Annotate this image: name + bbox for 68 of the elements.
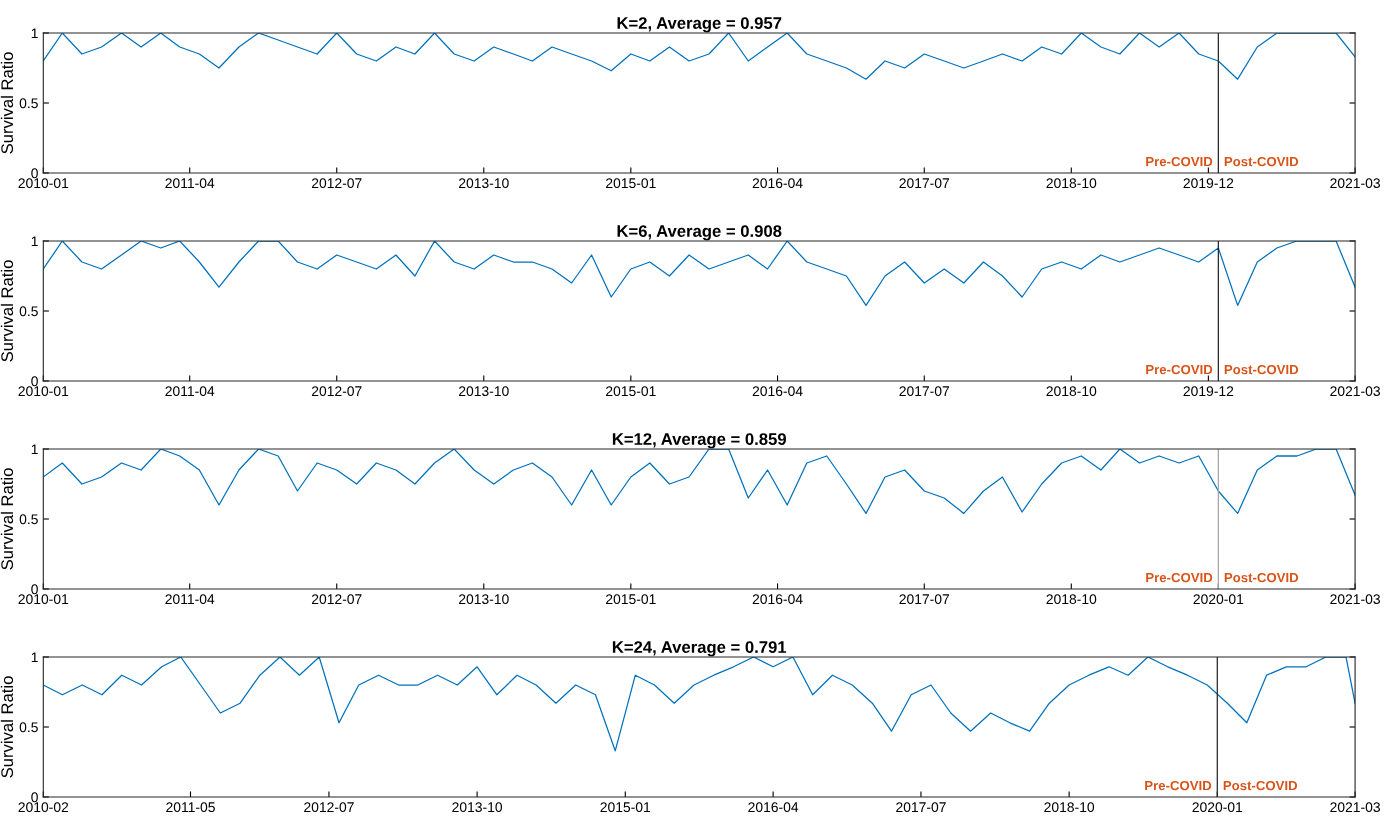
x-tick-label: 2012-07 bbox=[311, 594, 362, 605]
annotation: Pre-COVID bbox=[1146, 156, 1213, 167]
x-tick-label: 2018-10 bbox=[1046, 178, 1097, 189]
y-axis-title: Survival Ratio bbox=[0, 676, 14, 778]
x-tick-label: 2011-04 bbox=[165, 386, 215, 397]
x-tick-label: 2010-02 bbox=[18, 802, 69, 813]
x-tick-label: 2011-05 bbox=[166, 802, 215, 813]
y-tick-label: 0 bbox=[31, 584, 38, 595]
x-tick-label: 2015-01 bbox=[606, 178, 656, 189]
x-tick-label: 2017-07 bbox=[899, 386, 950, 397]
x-tick-label: 2018-10 bbox=[1044, 802, 1095, 813]
annotation: Post-COVID bbox=[1224, 156, 1299, 167]
annotation: Post-COVID bbox=[1223, 780, 1298, 791]
y-tick-label: 0 bbox=[31, 168, 38, 179]
y-tick-label: 1 bbox=[31, 444, 38, 455]
y-axis-title: Survival Ratio bbox=[0, 468, 14, 570]
x-tick-label: 2021-03 bbox=[1330, 386, 1380, 397]
x-tick-label: 2011-04 bbox=[165, 178, 215, 189]
y-tick-label: 0.5 bbox=[19, 98, 38, 109]
chart-title: K=6, Average = 0.908 bbox=[617, 225, 782, 241]
x-tick-label: 2010-01 bbox=[18, 178, 69, 189]
x-tick-label: 2016-04 bbox=[748, 802, 799, 813]
x-tick-label: 2013-10 bbox=[459, 594, 509, 605]
y-tick-label: 1 bbox=[31, 652, 38, 663]
x-tick-label: 2018-10 bbox=[1046, 386, 1097, 397]
x-tick-label: 2017-07 bbox=[899, 594, 950, 605]
x-tick-label: 2021-03 bbox=[1330, 594, 1380, 605]
x-tick-label: 2016-04 bbox=[752, 594, 803, 605]
x-tick-label: 2015-01 bbox=[606, 386, 656, 397]
x-tick-label: 2012-07 bbox=[311, 178, 362, 189]
x-tick-label: 2021-03 bbox=[1330, 802, 1380, 813]
x-tick-label: 2017-07 bbox=[896, 802, 946, 813]
y-tick-label: 0 bbox=[31, 792, 38, 803]
x-tick-label: 2013-10 bbox=[452, 802, 503, 813]
x-tick-label: 2013-10 bbox=[459, 178, 509, 189]
y-axis-title: Survival Ratio bbox=[0, 52, 14, 154]
x-tick-label: 2010-01 bbox=[18, 594, 69, 605]
x-tick-label: 2020-01 bbox=[1193, 594, 1244, 605]
x-tick-label: 2013-10 bbox=[459, 386, 509, 397]
y-tick-label: 0.5 bbox=[19, 514, 38, 525]
y-tick-label: 1 bbox=[31, 28, 38, 39]
x-tick-label: 2019-12 bbox=[1183, 178, 1234, 189]
x-tick-label: 2019-12 bbox=[1183, 386, 1234, 397]
annotation: Pre-COVID bbox=[1146, 364, 1213, 375]
x-tick-label: 2010-01 bbox=[18, 386, 69, 397]
annotation: Post-COVID bbox=[1224, 572, 1299, 583]
y-axis-title: Survival Ratio bbox=[0, 260, 14, 362]
x-tick-label: 2015-01 bbox=[606, 594, 656, 605]
x-tick-label: 2016-04 bbox=[752, 178, 803, 189]
y-tick-label: 0.5 bbox=[19, 722, 38, 733]
x-tick-label: 2011-04 bbox=[165, 594, 215, 605]
annotation: Post-COVID bbox=[1224, 364, 1299, 375]
chart-title: K=24, Average = 0.791 bbox=[612, 641, 787, 657]
x-tick-label: 2016-04 bbox=[752, 386, 803, 397]
annotation: Pre-COVID bbox=[1145, 780, 1212, 791]
chart-title: K=12, Average = 0.859 bbox=[612, 433, 786, 449]
x-tick-label: 2021-03 bbox=[1330, 178, 1380, 189]
x-tick-label: 2012-07 bbox=[304, 802, 354, 813]
x-tick-label: 2017-07 bbox=[899, 178, 950, 189]
x-tick-label: 2018-10 bbox=[1046, 594, 1097, 605]
chart-title: K=2, Average = 0.957 bbox=[617, 17, 782, 33]
y-tick-label: 0.5 bbox=[19, 306, 38, 317]
x-tick-label: 2012-07 bbox=[311, 386, 362, 397]
annotation: Pre-COVID bbox=[1146, 572, 1213, 583]
x-tick-label: 2020-01 bbox=[1192, 802, 1243, 813]
y-tick-label: 0 bbox=[31, 376, 38, 387]
y-tick-label: 1 bbox=[31, 236, 38, 247]
x-tick-label: 2015-01 bbox=[600, 802, 651, 813]
